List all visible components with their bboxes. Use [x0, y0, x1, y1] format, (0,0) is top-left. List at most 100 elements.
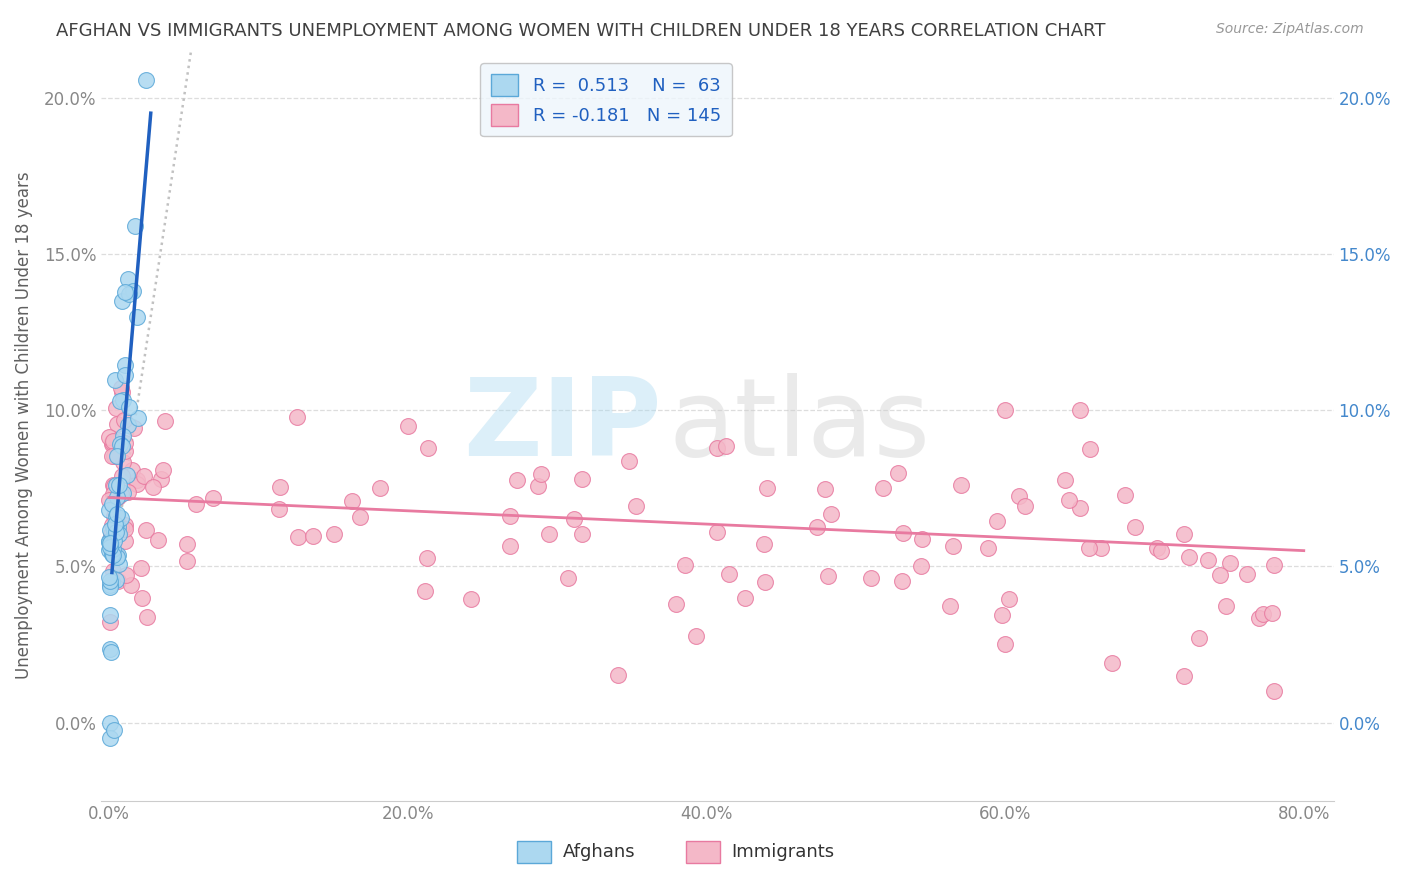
Point — [111, 455, 134, 469]
Point — [111, 485, 134, 500]
Point — [105, 549, 128, 564]
Point — [98, 608, 121, 623]
Point — [121, 463, 143, 477]
Point — [112, 413, 135, 427]
Point — [135, 73, 157, 87]
Point — [103, 479, 125, 493]
Point — [571, 472, 593, 486]
Point — [104, 401, 127, 415]
Point — [285, 410, 308, 425]
Point — [891, 526, 914, 541]
Point — [111, 385, 134, 400]
Point — [100, 574, 122, 588]
Point — [114, 358, 136, 372]
Point — [624, 499, 647, 513]
Point — [103, 541, 125, 556]
Point — [1069, 403, 1091, 417]
Point — [860, 571, 883, 585]
Point — [685, 629, 707, 643]
Point — [98, 430, 121, 444]
Point — [460, 592, 482, 607]
Point — [1188, 632, 1211, 646]
Point — [98, 534, 121, 549]
Point — [115, 467, 138, 482]
Point — [103, 509, 125, 524]
Text: Afghans: Afghans — [562, 843, 636, 861]
Point — [100, 526, 122, 541]
Point — [756, 481, 779, 495]
Point — [101, 521, 124, 535]
Point — [991, 607, 1014, 622]
Point — [125, 476, 148, 491]
Text: ZIP: ZIP — [464, 373, 662, 479]
Point — [127, 411, 149, 425]
Point — [105, 573, 128, 587]
Point — [111, 293, 134, 308]
Point — [368, 482, 391, 496]
Point — [1069, 500, 1091, 515]
Point — [98, 570, 121, 584]
Point — [105, 547, 128, 561]
Point — [673, 558, 696, 572]
Point — [942, 539, 965, 553]
Point — [101, 497, 124, 511]
Point — [98, 578, 121, 592]
Point — [101, 434, 124, 449]
Point — [142, 480, 165, 494]
Point — [562, 512, 585, 526]
Point — [111, 439, 134, 453]
Point — [153, 414, 176, 428]
Point — [994, 637, 1017, 651]
Point — [103, 449, 125, 463]
Point — [872, 481, 894, 495]
Point — [104, 517, 127, 532]
Point — [269, 480, 291, 494]
Point — [114, 518, 136, 533]
Point — [986, 514, 1008, 528]
Point — [1261, 606, 1284, 620]
Point — [111, 392, 134, 407]
Point — [125, 310, 148, 325]
Point — [1236, 566, 1258, 581]
Point — [1247, 611, 1270, 625]
Point — [527, 479, 550, 493]
Point — [820, 507, 842, 521]
Point — [135, 523, 157, 537]
Point — [752, 537, 775, 551]
Point — [98, 533, 121, 548]
Point — [100, 580, 122, 594]
Point — [950, 478, 973, 492]
Point — [1177, 549, 1199, 564]
Point — [416, 442, 439, 456]
Point — [107, 574, 129, 588]
Point — [1173, 526, 1195, 541]
Point — [1215, 599, 1237, 614]
Point — [114, 285, 136, 300]
Point — [607, 668, 630, 682]
Point — [184, 497, 207, 511]
Point — [706, 441, 728, 455]
Point — [754, 574, 776, 589]
Point — [101, 437, 124, 451]
Point — [98, 731, 121, 745]
Point — [107, 548, 129, 562]
Point — [132, 469, 155, 483]
Point — [1078, 541, 1101, 556]
Point — [115, 567, 138, 582]
Point — [1059, 493, 1081, 508]
Point — [105, 434, 128, 448]
Point — [806, 520, 828, 534]
Point — [887, 466, 910, 480]
Point — [910, 558, 932, 573]
Point — [322, 527, 344, 541]
Point — [1209, 568, 1232, 582]
Point — [114, 368, 136, 382]
Point — [101, 548, 124, 562]
Point — [98, 615, 121, 630]
Point — [105, 417, 128, 432]
Point — [413, 584, 436, 599]
Point — [1146, 541, 1168, 556]
Point — [706, 525, 728, 540]
Point — [114, 533, 136, 548]
Point — [124, 219, 146, 233]
